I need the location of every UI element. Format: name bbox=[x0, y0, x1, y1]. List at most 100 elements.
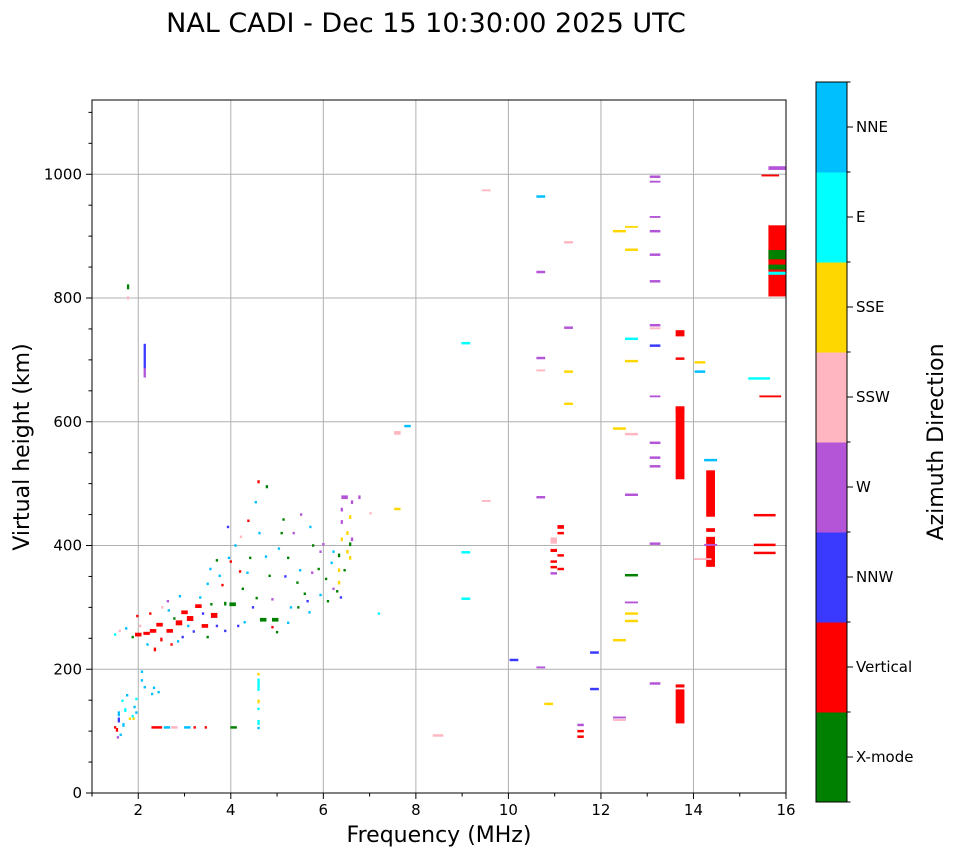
echo-point-w bbox=[649, 180, 661, 183]
echo-point-sse bbox=[564, 402, 573, 406]
echo-point-w bbox=[332, 587, 335, 591]
echo-point-vertical bbox=[557, 554, 564, 557]
y-tick-label: 1000 bbox=[44, 165, 82, 183]
colorbar: X-mode Vertical NNW W SSW SSE E NNE bbox=[815, 81, 913, 803]
colorbar-label-nnw: NNW bbox=[856, 568, 893, 586]
echo-point-nne bbox=[146, 643, 149, 646]
echo-point-x-mode bbox=[624, 573, 638, 577]
echo-point-w bbox=[341, 495, 348, 500]
echo-point-nne bbox=[176, 640, 180, 643]
echo-point-vertical bbox=[550, 560, 557, 563]
echo-point-x-mode bbox=[229, 602, 236, 607]
echo-point-nne bbox=[264, 555, 268, 558]
echo-point-sse bbox=[624, 225, 638, 228]
echo-point-ssw bbox=[394, 431, 401, 435]
echo-point-w bbox=[649, 682, 661, 685]
echo-point-nne bbox=[157, 690, 160, 694]
echo-point-vertical bbox=[204, 726, 207, 729]
echo-point-x-mode bbox=[224, 601, 227, 606]
echo-point-w bbox=[649, 323, 661, 327]
echo-point-nne bbox=[308, 611, 311, 614]
colorbar-title: Azimuth Direction bbox=[924, 343, 949, 540]
echo-point-w bbox=[350, 500, 354, 505]
echo-point-sse bbox=[624, 612, 638, 615]
colorbar-label-x-mode: X-mode bbox=[856, 748, 913, 766]
echo-point-w bbox=[768, 166, 786, 170]
echo-point-nnw bbox=[251, 606, 255, 609]
echo-point-x-mode bbox=[337, 553, 341, 558]
echo-point-vertical bbox=[768, 225, 786, 297]
echo-point-x-mode bbox=[296, 581, 299, 584]
echo-point-ssw bbox=[369, 512, 372, 515]
echo-point-sse bbox=[349, 556, 352, 560]
echo-point-sse bbox=[544, 702, 554, 706]
echo-point-x-mode bbox=[131, 635, 134, 639]
echo-point-e bbox=[124, 708, 127, 712]
echo-point-vertical bbox=[151, 726, 163, 729]
y-tick-label: 600 bbox=[53, 413, 82, 431]
echo-point-e bbox=[113, 633, 117, 636]
echo-point-w bbox=[322, 543, 325, 546]
echo-point-nnw bbox=[143, 343, 146, 369]
echo-point-w bbox=[536, 496, 546, 499]
echo-point-e bbox=[257, 678, 260, 691]
echo-point-e bbox=[461, 551, 471, 554]
echo-point-w bbox=[564, 326, 573, 329]
x-tick-label: 16 bbox=[776, 801, 795, 819]
echo-point-nne bbox=[319, 593, 322, 597]
echo-point-sse bbox=[624, 619, 638, 623]
echo-point-nnw bbox=[181, 635, 184, 639]
echo-point-ssw bbox=[138, 624, 142, 628]
echo-point-sse bbox=[340, 537, 343, 542]
echo-point-x-mode bbox=[280, 531, 283, 535]
echo-point-ssw bbox=[564, 241, 573, 244]
echo-point-e bbox=[131, 715, 134, 718]
echo-point-w bbox=[299, 513, 303, 516]
echo-point-x-mode bbox=[317, 567, 320, 571]
echo-point-w bbox=[143, 368, 146, 378]
echo-point-e bbox=[461, 597, 471, 600]
echo-point-vertical bbox=[675, 684, 685, 688]
echo-point-ssw bbox=[624, 432, 638, 436]
echo-point-nnw bbox=[201, 612, 205, 615]
echo-point-w bbox=[536, 270, 546, 274]
echo-point-vertical bbox=[706, 536, 715, 540]
echo-point-nne bbox=[117, 711, 120, 717]
echo-point-vertical bbox=[210, 612, 218, 618]
echo-point-vertical bbox=[577, 729, 584, 733]
echo-point-x-mode bbox=[230, 726, 237, 729]
echo-point-nne bbox=[404, 424, 411, 428]
echo-point-nne bbox=[254, 500, 257, 504]
echo-point-nnw bbox=[192, 630, 195, 633]
echo-point-e bbox=[624, 337, 638, 341]
echo-point-x-mode bbox=[265, 485, 269, 489]
echo-point-nnw bbox=[649, 344, 661, 347]
grid-lines bbox=[92, 100, 786, 793]
echo-point-nne bbox=[257, 726, 260, 730]
echo-point-nnw bbox=[306, 599, 309, 603]
echo-point-sse bbox=[132, 717, 135, 720]
colorbar-swatch-e bbox=[816, 172, 847, 263]
echo-point-x-mode bbox=[336, 590, 339, 593]
echo-point-ssw bbox=[171, 726, 178, 729]
echo-point-vertical bbox=[166, 629, 173, 633]
colorbar-label-w: W bbox=[856, 478, 871, 496]
echo-point-x-mode bbox=[271, 617, 279, 622]
echo-point-vertical bbox=[186, 616, 194, 621]
echo-point-sse bbox=[346, 549, 349, 554]
echo-point-nne bbox=[143, 685, 146, 689]
plot-area: 2 4 6 8 10 12 14 16 0 200 400 600 800 1000 bbox=[44, 99, 796, 819]
echo-point-nne bbox=[330, 561, 333, 565]
echo-point-ssw bbox=[239, 535, 243, 539]
echo-point-w bbox=[649, 229, 661, 233]
echo-point-x-mode bbox=[255, 596, 258, 600]
echo-point-vertical bbox=[229, 560, 232, 563]
echo-point-nne bbox=[694, 370, 706, 373]
echo-point-w bbox=[649, 253, 661, 256]
y-tick-label: 200 bbox=[53, 660, 82, 678]
x-axis-label: Frequency (MHz) bbox=[347, 823, 532, 848]
y-tick-label: 800 bbox=[53, 289, 82, 307]
echo-point-sse bbox=[349, 515, 352, 519]
x-tick-label: 10 bbox=[499, 801, 518, 819]
echo-point-w bbox=[340, 520, 343, 524]
